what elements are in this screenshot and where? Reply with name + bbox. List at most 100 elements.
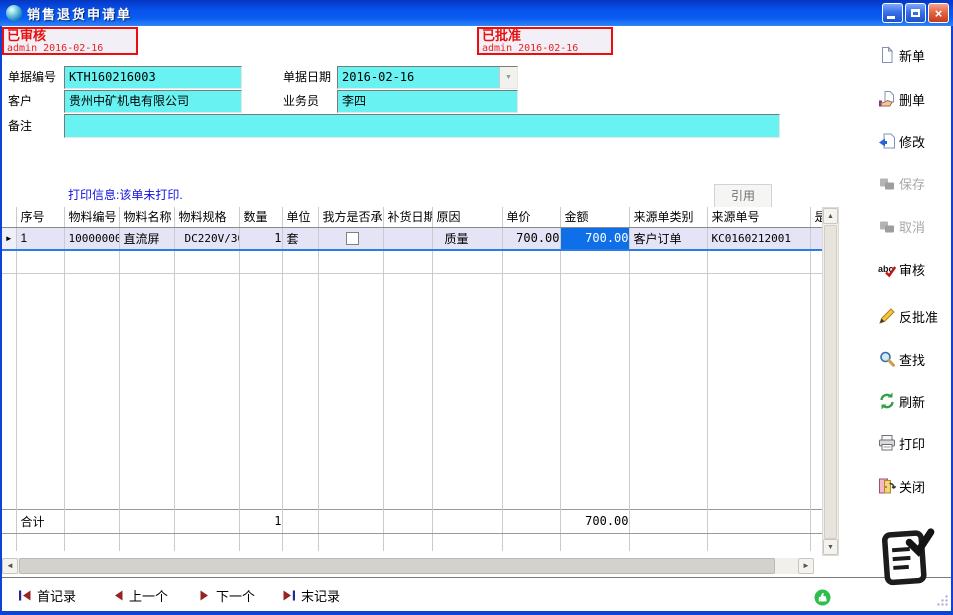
- col-header-spec: 物料规格: [174, 207, 240, 228]
- grid-corner: [2, 207, 17, 228]
- find-button[interactable]: 查找: [878, 348, 950, 370]
- doc-no-label: 单据编号: [8, 70, 57, 84]
- next-record-button[interactable]: 下一个: [199, 586, 255, 605]
- first-record-icon: [19, 590, 31, 601]
- cell-reason[interactable]: 质量: [432, 227, 503, 251]
- scroll-up-icon: ▲: [827, 213, 834, 220]
- audited-status-title: 已审核: [7, 28, 47, 43]
- col-header-source-type: 来源单类别: [629, 207, 708, 228]
- chevron-down-icon: ▼: [505, 74, 512, 81]
- total-label: 合计: [16, 508, 65, 534]
- record-navbar: 首记录 上一个 下一个 末记录: [2, 577, 951, 611]
- svg-text:abc: abc: [878, 264, 894, 274]
- new-doc-icon: [882, 46, 894, 63]
- titlebar: 销售退货申请单 ×: [0, 0, 953, 26]
- save-button: 保存: [878, 172, 950, 194]
- delete-doc-icon: [879, 91, 894, 107]
- new-doc-button[interactable]: 新单: [878, 44, 950, 66]
- col-header-amount: 金额: [560, 207, 630, 228]
- cell-spec[interactable]: DC220V/30A: [174, 227, 240, 251]
- doc-date-label: 单据日期: [283, 70, 332, 84]
- cell-price[interactable]: 700.00: [502, 227, 561, 251]
- maximize-button[interactable]: [905, 3, 926, 23]
- close-icon: ×: [934, 5, 943, 21]
- cell-material-name[interactable]: 直流屏: [119, 227, 175, 251]
- customer-label: 客户: [8, 94, 33, 108]
- print-info-text: 打印信息:该单未打印.: [68, 188, 183, 202]
- col-header-seq: 序号: [16, 207, 65, 228]
- scroll-down-icon: ▼: [827, 544, 834, 551]
- approved-status-box: 已批准 admin 2016-02-16 15:46: [477, 27, 613, 55]
- window-content: 已审核 admin 2016-02-16 15:46 已批准 admin 201…: [2, 26, 951, 611]
- close-button[interactable]: ×: [928, 3, 949, 23]
- minimize-icon: [887, 16, 895, 19]
- next-record-label: 下一个: [216, 589, 256, 604]
- unapprove-pencil-icon: [879, 308, 895, 324]
- modify-label: 修改: [899, 134, 926, 150]
- scroll-left-button[interactable]: ◄: [2, 558, 18, 574]
- app-globe-icon: [6, 5, 22, 21]
- audit-button[interactable]: abc 审核: [878, 258, 950, 280]
- maximize-icon: [911, 9, 920, 17]
- cell-source-no[interactable]: KC0160212001: [707, 227, 811, 251]
- minimize-button[interactable]: [882, 3, 903, 23]
- refresh-icon: [880, 392, 894, 410]
- cancel-label: 取消: [899, 219, 926, 235]
- resize-grip[interactable]: [936, 594, 949, 607]
- customer-field[interactable]: 贵州中矿机电有限公司: [64, 90, 242, 113]
- salesman-field[interactable]: 李四: [337, 90, 518, 113]
- audited-status-detail: admin 2016-02-16 15:46: [7, 43, 104, 54]
- grid-vertical-scrollbar[interactable]: ▲ ▼: [822, 207, 839, 556]
- cell-unit[interactable]: 套: [282, 227, 319, 251]
- col-header-replenish-date: 补货日期: [383, 207, 433, 228]
- grid-horizontal-scrollbar[interactable]: ◄ ►: [2, 558, 814, 574]
- checklist-logo-icon: [881, 528, 935, 586]
- bear-cost-checkbox[interactable]: [346, 232, 359, 246]
- cell-source-type[interactable]: 客户订单: [629, 227, 708, 251]
- quote-button[interactable]: 引用: [714, 184, 772, 209]
- cell-bear: [318, 227, 384, 251]
- row-pointer-icon: ►: [4, 233, 13, 243]
- last-record-button[interactable]: 末记录: [282, 586, 340, 605]
- delete-doc-button[interactable]: 删单: [878, 88, 950, 110]
- first-record-label: 首记录: [37, 589, 77, 604]
- refresh-button[interactable]: 刷新: [878, 390, 950, 412]
- cell-qty[interactable]: 1: [239, 227, 283, 251]
- scroll-down-button[interactable]: ▼: [823, 539, 838, 555]
- date-dropdown-button[interactable]: ▼: [499, 67, 517, 88]
- scroll-up-button[interactable]: ▲: [823, 208, 838, 224]
- grid-empty-row: [2, 533, 823, 551]
- cell-amount-selected[interactable]: 700.00: [559, 226, 630, 251]
- cell-seq[interactable]: 1: [16, 227, 65, 251]
- grid-empty-row: [2, 250, 823, 274]
- modify-button[interactable]: 修改: [878, 130, 950, 152]
- doc-date-value: 2016-02-16: [338, 67, 499, 88]
- first-record-button[interactable]: 首记录: [18, 586, 76, 605]
- scroll-right-button[interactable]: ►: [798, 558, 814, 574]
- horizontal-scroll-thumb[interactable]: [19, 558, 775, 574]
- cell-material-no[interactable]: 1000000003: [64, 227, 120, 251]
- close-doc-button[interactable]: 关闭: [878, 475, 950, 497]
- doc-date-field[interactable]: 2016-02-16 ▼: [337, 66, 518, 89]
- unapprove-button[interactable]: 反批准: [878, 305, 950, 327]
- scroll-left-icon: ◄: [6, 561, 14, 570]
- audit-label: 审核: [899, 262, 926, 278]
- grid-data-row: ► 1 1000000003 直流屏 DC220V/30A 1 套 质量 700…: [2, 226, 823, 251]
- vertical-scroll-thumb[interactable]: [824, 225, 837, 539]
- modify-icon: [879, 133, 895, 149]
- remarks-label: 备注: [8, 119, 33, 133]
- audit-icon: abc: [878, 264, 896, 278]
- doc-no-field[interactable]: KTH160216003: [64, 66, 242, 89]
- delete-doc-label: 删单: [899, 92, 926, 108]
- prev-record-button[interactable]: 上一个: [112, 586, 168, 605]
- refresh-label: 刷新: [899, 394, 926, 410]
- cell-replenish-date[interactable]: [383, 227, 433, 251]
- unapprove-label: 反批准: [899, 309, 939, 325]
- items-grid: 序号 物料编号 物料名称 物料规格 数量 单位 我方是否承 补货日期 原因 单价…: [2, 207, 823, 551]
- find-label: 查找: [899, 352, 926, 368]
- print-button[interactable]: 打印: [878, 432, 950, 454]
- grid-header-row: 序号 物料编号 物料名称 物料规格 数量 单位 我方是否承 补货日期 原因 单价…: [2, 207, 823, 228]
- remarks-field[interactable]: [64, 114, 780, 138]
- col-header-qty: 数量: [239, 207, 283, 228]
